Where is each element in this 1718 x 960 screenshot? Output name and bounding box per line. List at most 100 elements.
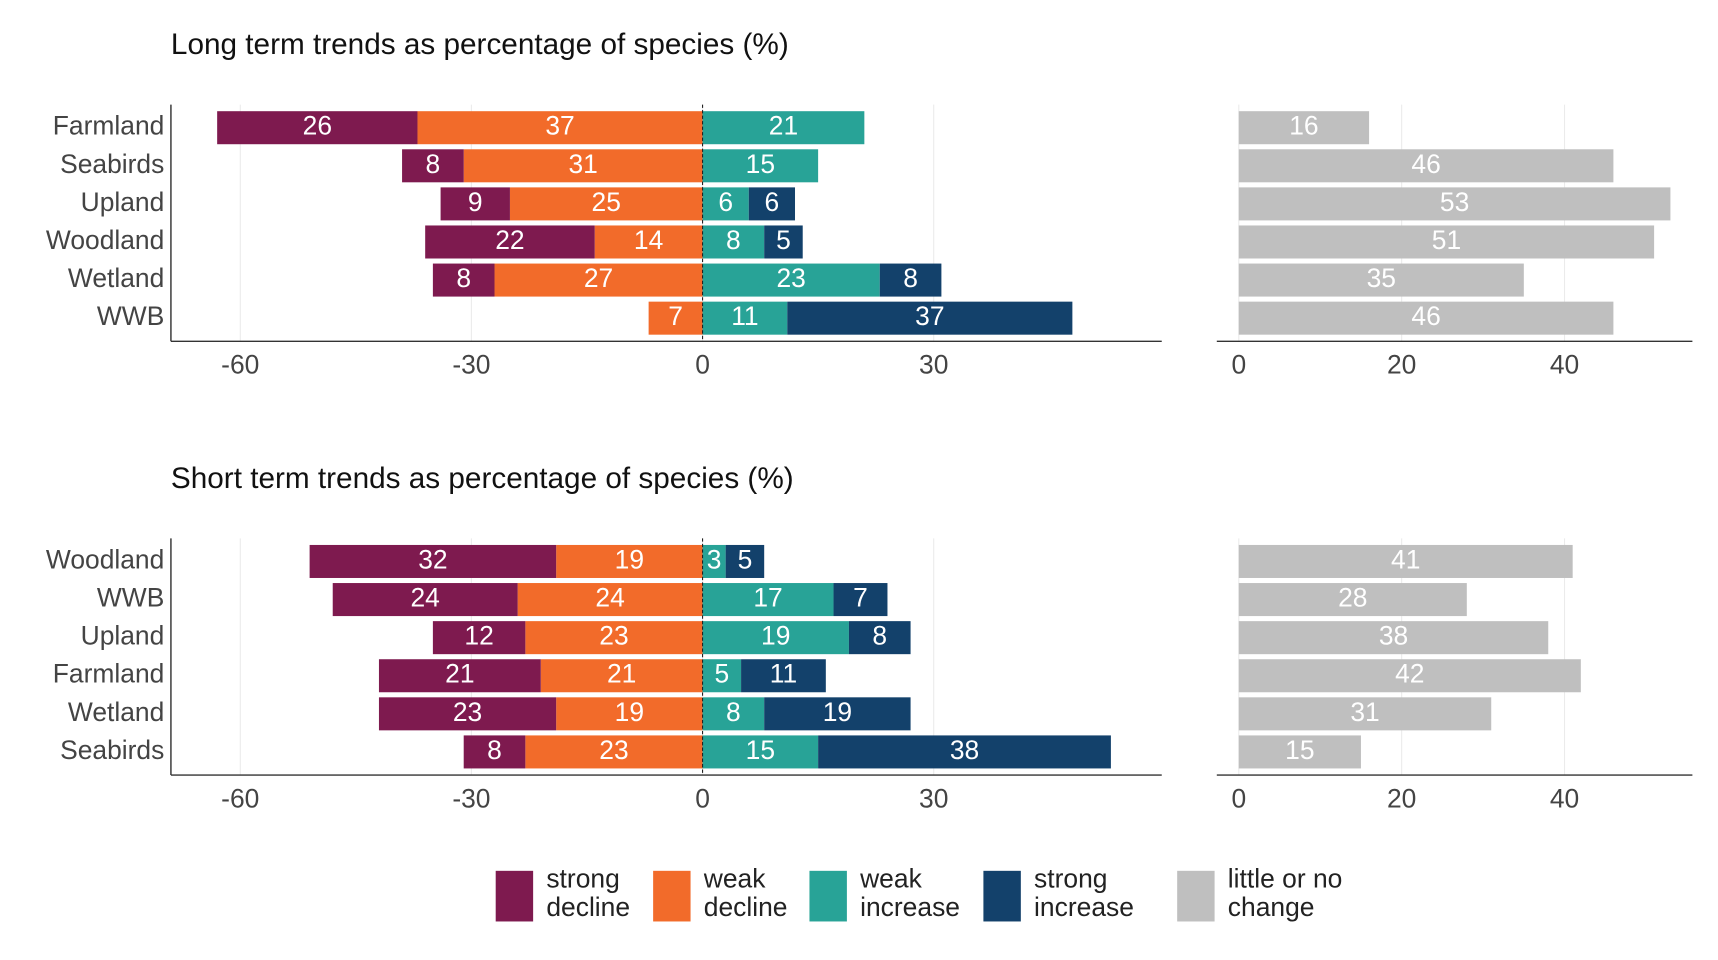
value-label: 22: [495, 225, 524, 255]
bar: [702, 697, 765, 731]
bar: [702, 149, 819, 183]
legend-label: little or no change: [1227, 865, 1343, 923]
value-label: 6: [765, 187, 780, 217]
bar: [378, 659, 541, 693]
value-label: 46: [1411, 149, 1440, 179]
bar: [1238, 149, 1614, 183]
bar: [1238, 187, 1671, 221]
x2-tick-label: 40: [1550, 350, 1579, 380]
bar: [417, 111, 703, 145]
legend-item: weak decline: [704, 865, 788, 922]
value-label: 28: [1338, 583, 1367, 613]
x-tick-label: 30: [919, 350, 948, 380]
bar: [1238, 225, 1655, 259]
bar: [648, 301, 703, 335]
legend-item: weak increase: [860, 865, 960, 923]
chart-title: Short term trends as percentage of speci…: [171, 462, 794, 495]
legend-swatch: [983, 870, 1021, 922]
legend-swatch: [1177, 870, 1215, 922]
bar: [741, 659, 826, 693]
y-tick-label: WWB: [97, 583, 164, 613]
x2-tick-label: 20: [1387, 350, 1416, 380]
legend-swatch: [495, 870, 534, 922]
value-label: 31: [1350, 697, 1379, 727]
x2-tick-label: 0: [1231, 350, 1246, 380]
value-label: 26: [303, 111, 332, 141]
value-label: 37: [545, 111, 574, 141]
y-tick-label: Farmland: [53, 111, 165, 141]
bar: [1238, 263, 1524, 297]
bar: [332, 583, 518, 617]
bar: [1238, 583, 1467, 617]
x-tick-label: 30: [919, 783, 948, 813]
legend-item: strong increase: [1034, 865, 1134, 922]
bar: [818, 735, 1111, 769]
bar: [556, 697, 703, 731]
chart-title: Long term trends as percentage of specie…: [171, 28, 789, 61]
bar: [378, 697, 557, 731]
bar: [833, 583, 888, 617]
value-label: 11: [731, 301, 758, 331]
bar: [787, 301, 1073, 335]
y-tick-label: Wetland: [68, 263, 164, 293]
value-label: 19: [615, 544, 644, 574]
value-label: 27: [584, 263, 613, 293]
bar: [463, 735, 526, 769]
value-label: 8: [426, 149, 441, 179]
y-tick-label: Seabirds: [60, 149, 164, 179]
value-label: 3: [707, 544, 722, 574]
bar: [848, 621, 911, 655]
value-label: 21: [769, 111, 798, 141]
bar: [1238, 697, 1492, 731]
bar: [702, 111, 865, 145]
x2-tick-label: 40: [1550, 783, 1579, 813]
y-tick-label: Upland: [81, 621, 165, 651]
bar: [1238, 659, 1581, 693]
bar: [540, 659, 703, 693]
value-label: 37: [915, 301, 944, 331]
bar: [309, 544, 557, 578]
bar: [440, 187, 510, 221]
bar: [1238, 621, 1549, 655]
bar: [702, 301, 788, 335]
value-label: 5: [714, 659, 729, 689]
x2-tick-label: 0: [1231, 783, 1246, 813]
value-label: 42: [1395, 659, 1424, 689]
value-label: 11: [770, 659, 797, 689]
value-label: 53: [1440, 187, 1469, 217]
legend-label: strong decline: [546, 865, 631, 923]
y-tick-label: Seabirds: [60, 735, 164, 765]
bar: [748, 187, 796, 221]
value-label: 19: [615, 697, 644, 727]
value-label: 15: [746, 149, 775, 179]
value-label: 23: [453, 697, 482, 727]
legend-label: weak increase: [860, 865, 960, 923]
legend-item: little or no change: [1227, 865, 1343, 923]
bar: [517, 583, 703, 617]
value-label: 38: [1379, 621, 1408, 651]
legend-swatch: [653, 870, 691, 922]
bar: [725, 544, 765, 578]
value-label: 32: [418, 544, 447, 574]
value-label: 15: [1285, 735, 1314, 765]
value-label: 46: [1411, 301, 1440, 331]
x-tick-label: -30: [452, 783, 490, 813]
value-label: 5: [738, 544, 753, 574]
bar: [402, 149, 464, 183]
y-tick-label: Upland: [81, 187, 165, 217]
x-tick-label: -60: [221, 783, 259, 813]
bar: [556, 544, 703, 578]
value-label: 24: [410, 583, 439, 613]
x2-tick-label: 20: [1387, 783, 1416, 813]
bar: [217, 111, 418, 145]
bar: [702, 263, 880, 297]
value-label: 8: [903, 263, 918, 293]
bar: [509, 187, 703, 221]
y-tick-label: Farmland: [53, 659, 165, 689]
value-label: 6: [718, 187, 733, 217]
bar: [764, 225, 803, 259]
y-tick-label: WWB: [97, 301, 164, 331]
bar: [702, 735, 819, 769]
value-label: 8: [456, 263, 471, 293]
